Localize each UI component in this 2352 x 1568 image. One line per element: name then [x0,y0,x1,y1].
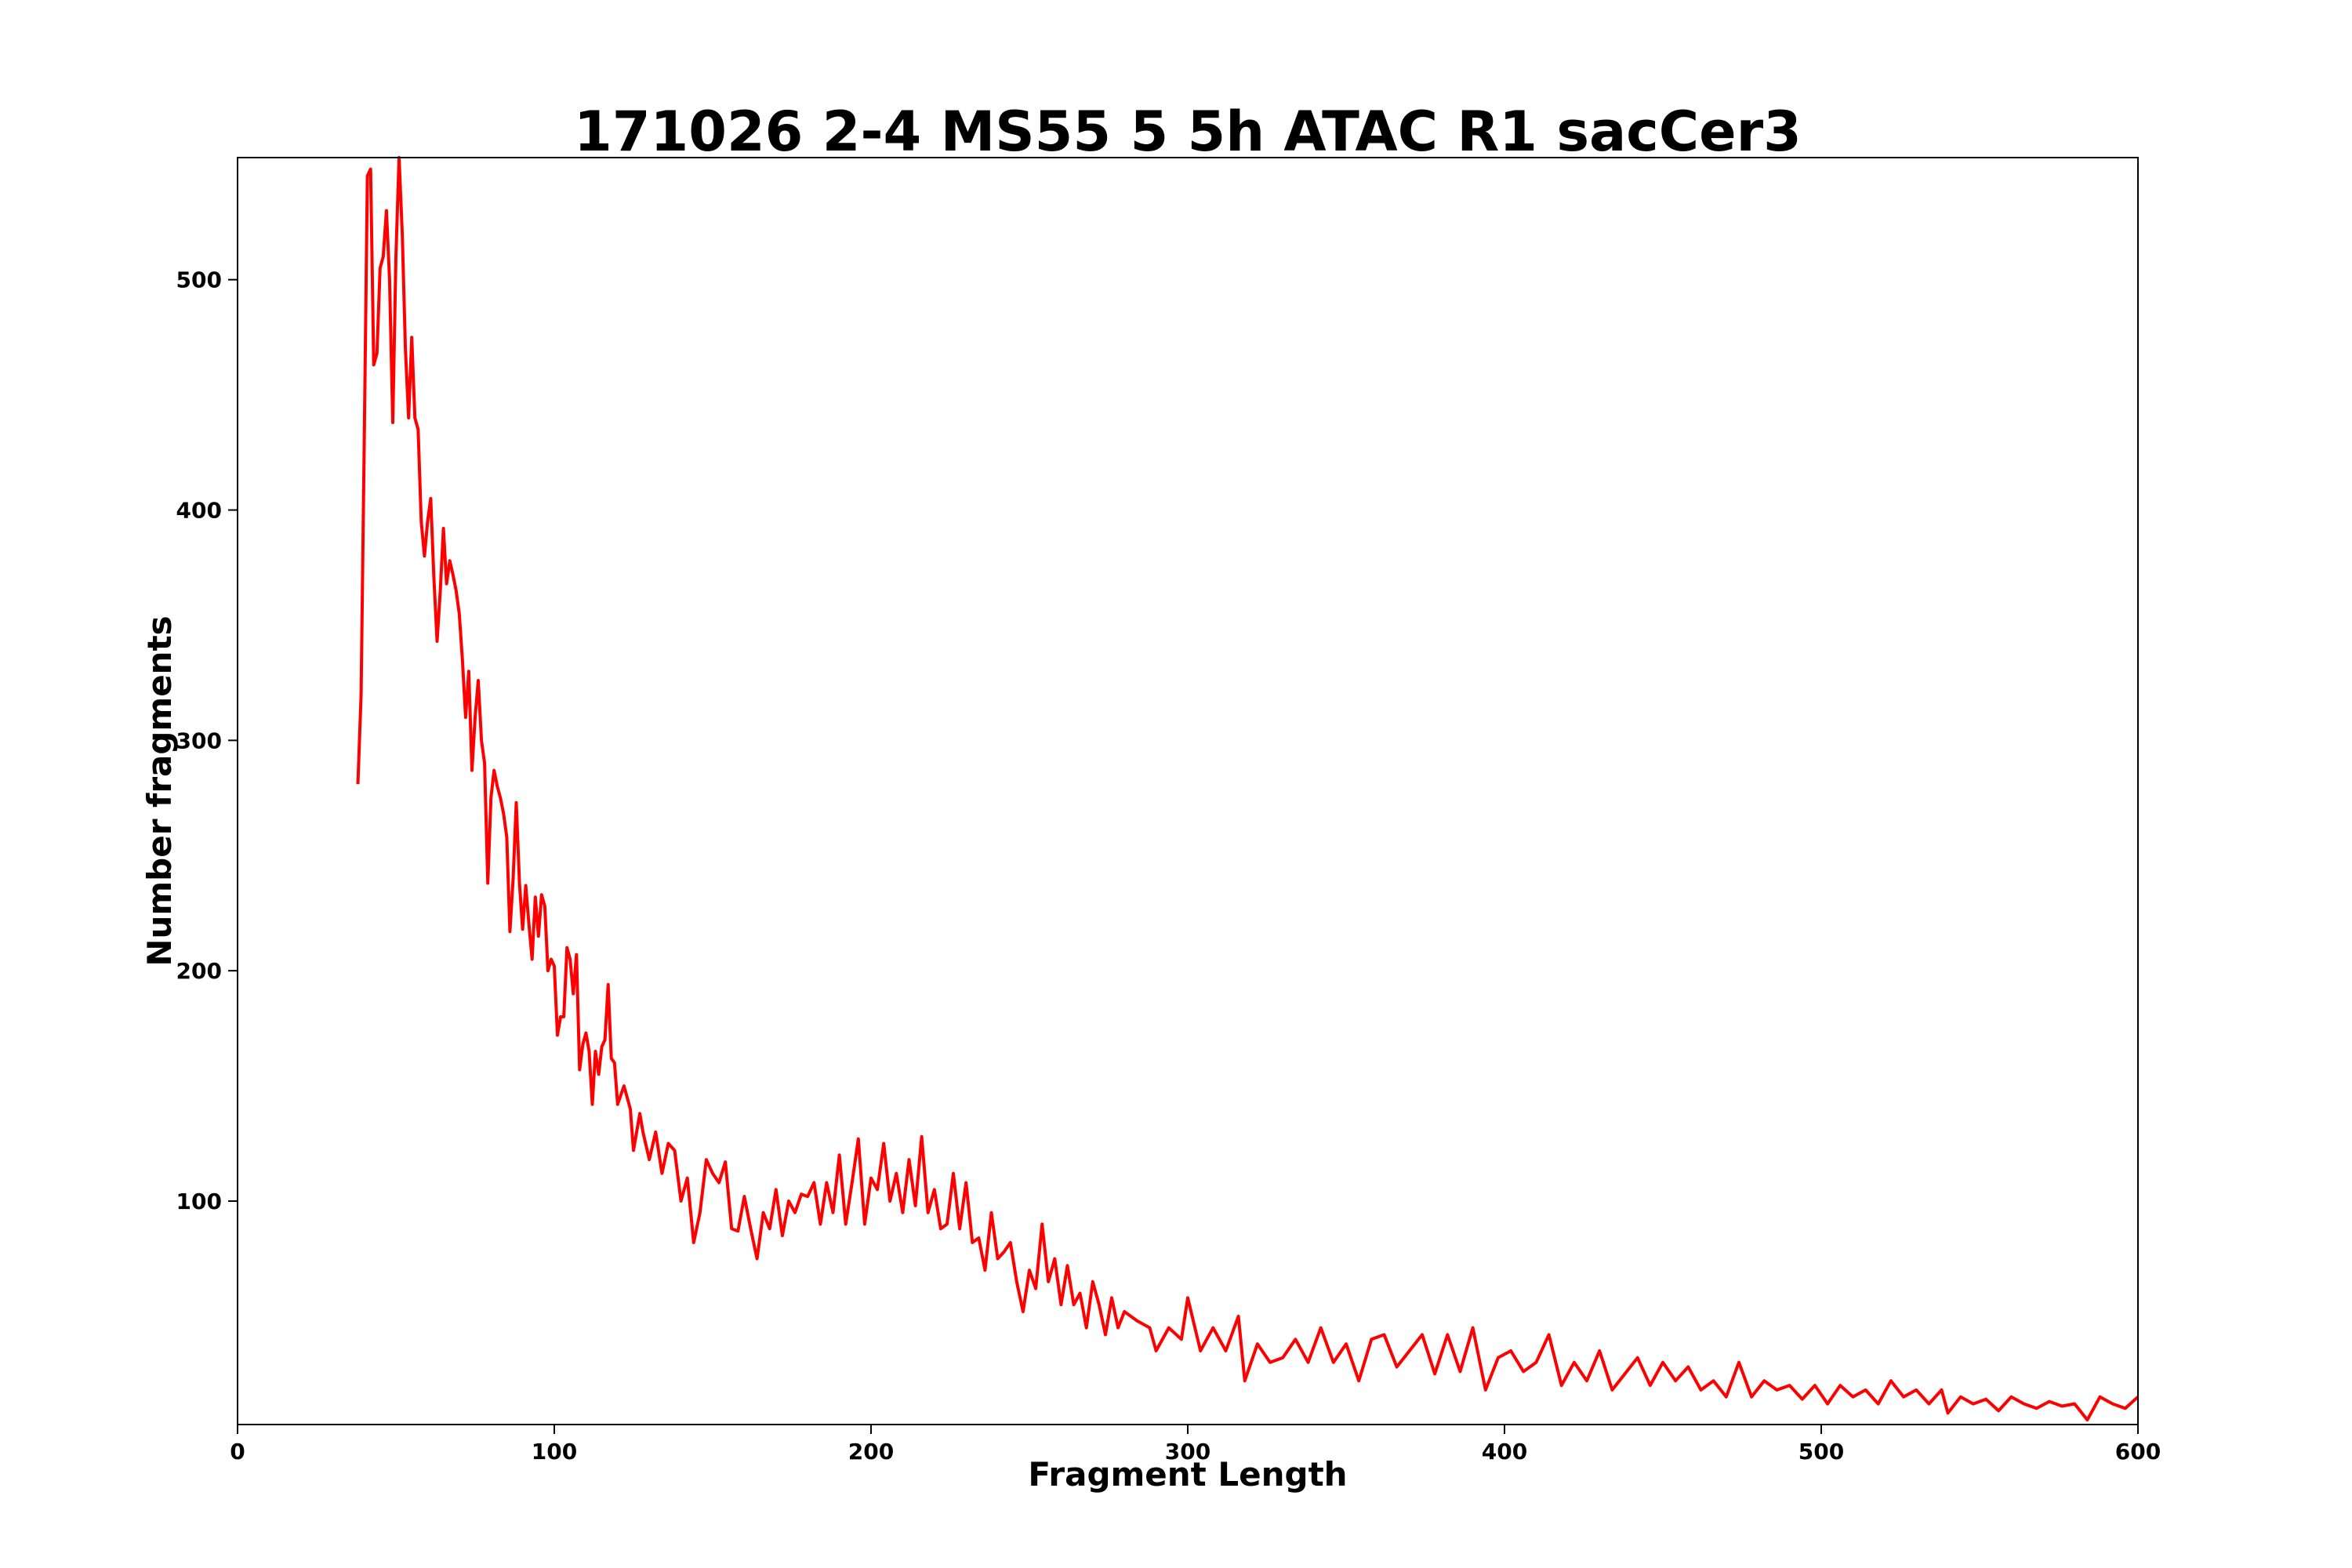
chart-title: 171026 2-4 MS55 5 5h ATAC R1 sacCer3 [574,100,1802,164]
x-tick-label: 200 [848,1439,894,1465]
x-tick-label: 100 [532,1439,577,1465]
y-tick-label: 400 [176,498,222,524]
plot-frame [237,157,2139,1425]
y-tick-label: 300 [176,728,222,753]
y-tick-label: 100 [176,1189,222,1214]
x-tick-label: 400 [1482,1439,1527,1465]
x-tick-label: 300 [1165,1439,1210,1465]
x-tick-label: 0 [230,1439,245,1465]
data-line [356,156,2140,1422]
y-axis-label: Number fragments [140,615,179,966]
x-tick-label: 600 [2115,1439,2161,1465]
x-tick-label: 500 [1798,1439,1844,1465]
y-tick-label: 200 [176,958,222,984]
y-tick-label: 500 [176,267,222,293]
x-axis-label: Fragment Length [1028,1455,1347,1494]
